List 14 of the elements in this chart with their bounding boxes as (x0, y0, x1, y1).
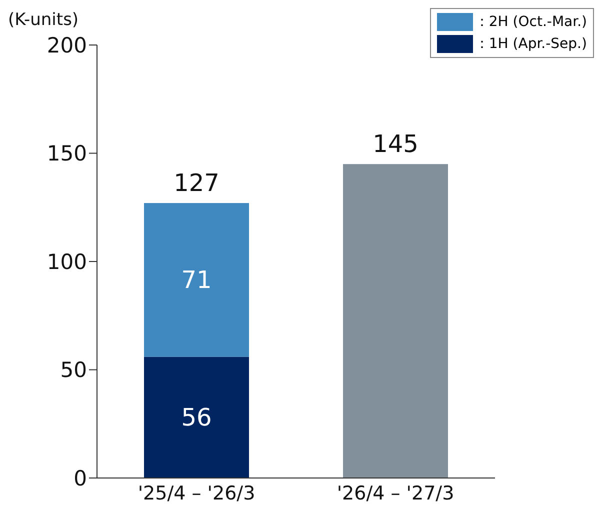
x-tick-label: '25/4 – '26/3 (138, 482, 256, 504)
y-tick-label: 100 (46, 250, 87, 274)
x-tick-label: '26/4 – '27/3 (336, 482, 454, 504)
data-label: 71 (181, 266, 212, 294)
data-label: 56 (181, 403, 212, 432)
y-tick-label: 0 (74, 466, 87, 490)
y-axis-title: (K-units) (8, 10, 79, 30)
legend-label: ：2H (Oct.-Mar.) (474, 13, 587, 31)
y-tick-label: 200 (46, 33, 87, 58)
total-label: 127 (174, 169, 220, 198)
legend-label: ：1H (Apr.-Sep.) (474, 35, 587, 53)
total-label: 145 (372, 130, 418, 158)
y-tick-label: 150 (46, 142, 87, 166)
y-tick-label: 50 (60, 358, 87, 382)
